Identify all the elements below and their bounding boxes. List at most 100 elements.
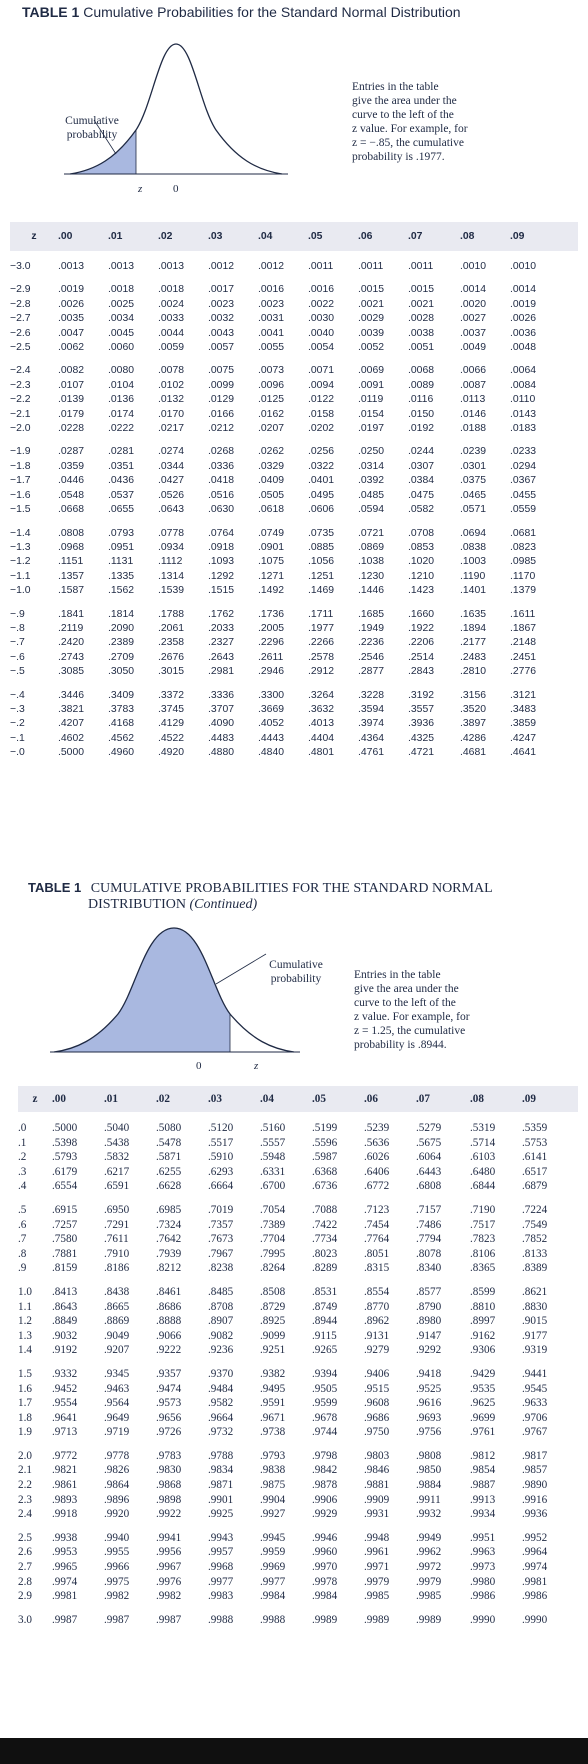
probability-cell: .0080 (108, 365, 135, 377)
z-value: −.6 (10, 651, 25, 663)
probability-cell: .6844 (470, 1180, 496, 1193)
table-row: −.5 .3085 .3050 .3015 .2981 .2946 .2912 .2877 .2… (10, 665, 578, 679)
probability-cell: .8980 (416, 1315, 442, 1328)
probability-cell: .0823 (510, 541, 537, 553)
probability-cell: .7734 (312, 1233, 338, 1246)
probability-cell: .9535 (470, 1382, 496, 1395)
probability-cell: .0017 (208, 284, 235, 296)
probability-cell: .6517 (522, 1165, 548, 1178)
probability-cell: .0222 (108, 423, 135, 435)
probability-cell: .2358 (158, 637, 185, 649)
probability-cell: .5239 (364, 1122, 390, 1134)
z-value: −1.2 (10, 556, 31, 568)
probability-cell: .5398 (52, 1136, 78, 1149)
table-row: 1.5 .9332 .9345 .9357 .9370 .9382 .9394 .9406 .9… (18, 1367, 578, 1382)
probability-cell: .3264 (308, 689, 335, 701)
probability-cell: .1562 (108, 585, 135, 597)
probability-cell: .7580 (52, 1233, 78, 1246)
probability-cell: .9049 (104, 1329, 130, 1342)
probability-cell: .9177 (522, 1329, 548, 1342)
probability-cell: .0016 (308, 284, 335, 296)
probability-cell: .9887 (470, 1479, 496, 1492)
probability-cell: .0119 (358, 394, 384, 406)
probability-cell: .6700 (260, 1180, 286, 1193)
z-value: −.1 (10, 732, 25, 744)
probability-cell: .9207 (104, 1344, 130, 1357)
probability-cell: .3557 (408, 703, 435, 715)
probability-cell: .0054 (308, 342, 335, 354)
probability-cell: .9864 (104, 1479, 130, 1492)
probability-cell: .0582 (408, 504, 435, 516)
probability-cell: .2033 (208, 622, 235, 634)
probability-cell: .7967 (208, 1247, 234, 1260)
table-row: 2.9 .9981 .9982 .9982 .9983 .9984 .9984 .9985 .9… (18, 1589, 578, 1604)
z-value: .7 (18, 1233, 27, 1246)
probability-cell: .9394 (312, 1367, 338, 1380)
table-row: −.6 .2743 .2709 .2676 .2643 .2611 .2578 .2546 .2… (10, 651, 578, 665)
table-row: 1.8 .9641 .9649 .9656 .9664 .9671 .9678 .9686 .9… (18, 1411, 578, 1426)
probability-cell: .9977 (208, 1575, 234, 1588)
probability-cell: .0764 (208, 527, 235, 539)
probability-cell: .0367 (510, 475, 537, 487)
table-row: 2.4 .9918 .9920 .9922 .9925 .9927 .9929 .9931 .9… (18, 1507, 578, 1522)
probability-cell: .0934 (158, 541, 185, 553)
probability-cell: .8577 (416, 1285, 442, 1298)
probability-cell: .9251 (260, 1344, 286, 1357)
probability-cell: .9693 (416, 1411, 442, 1424)
z-value: 2.8 (18, 1575, 32, 1588)
probability-cell: .9868 (156, 1479, 182, 1492)
probability-cell: .9936 (522, 1508, 548, 1521)
probability-cell: .3228 (358, 689, 385, 701)
probability-cell: .8289 (312, 1262, 338, 1275)
probability-cell: .1056 (308, 556, 335, 568)
probability-cell: .0015 (358, 284, 385, 296)
probability-cell: .2005 (258, 622, 285, 634)
probability-cell: .6293 (208, 1165, 234, 1178)
probability-cell: .9292 (416, 1344, 442, 1357)
probability-cell: .9965 (52, 1561, 78, 1574)
z-value: −1.8 (10, 460, 31, 472)
table-row: −2.8 .0026 .0025 .0024 .0023 .0023 .0022 .0021.… (10, 298, 578, 312)
z-value: −.5 (10, 666, 25, 678)
z-value: 2.6 (18, 1546, 32, 1559)
probability-cell: .6141 (522, 1151, 548, 1164)
table-row: .2 .5793 .5832 .5871 .5910 .5948 .5987 .6026 .60… (18, 1150, 578, 1165)
table2-normal-curve: 0 z (50, 927, 300, 1072)
probability-cell: .0068 (408, 365, 435, 377)
probability-cell: .9793 (260, 1449, 286, 1462)
probability-cell: .6480 (470, 1165, 496, 1178)
z-value: −.7 (10, 637, 25, 649)
table-row: −.2 .4207 .4168 .4129 .4090 .4052 .4013 .3974 .3… (10, 717, 578, 731)
probability-cell: .1611 (510, 608, 536, 620)
probability-cell: .8315 (364, 1262, 390, 1275)
probability-cell: .0146 (460, 408, 487, 420)
probability-cell: .1660 (408, 608, 435, 620)
probability-cell: .8944 (312, 1315, 338, 1328)
table2-grid: z .00 .01 .02 .03 .04 .05 .06 .07 .08 .09 .0 .5000 .5… (18, 1086, 578, 1627)
table1-col-header: .07 (408, 231, 423, 242)
probability-cell: .9967 (156, 1561, 182, 1574)
probability-cell: .6554 (52, 1180, 78, 1193)
table-row: −.8 .2119 .2090 .2061 .2033 .2005 .1977 .1949 .1… (10, 622, 578, 636)
probability-cell: .5359 (522, 1122, 548, 1134)
table1-col-header: .04 (258, 231, 273, 242)
table-row: .7 .7580 .7611 .7642 .7673 .7704 .7734 .7764 .77… (18, 1232, 578, 1247)
probability-cell: .0024 (158, 298, 185, 310)
probability-cell: .0013 (108, 261, 135, 272)
probability-cell: .2389 (108, 637, 135, 649)
probability-cell: .3783 (108, 703, 135, 715)
probability-cell: .0084 (510, 379, 537, 391)
probability-cell: .7673 (208, 1233, 234, 1246)
probability-cell: .0294 (510, 460, 537, 472)
probability-cell: .3974 (358, 718, 385, 730)
z-value: 1.7 (18, 1397, 32, 1410)
probability-cell: .9916 (522, 1493, 548, 1506)
probability-cell: .9987 (52, 1613, 78, 1626)
z-value: .2 (18, 1151, 27, 1164)
probability-cell: .9989 (416, 1613, 442, 1626)
z-value: −.2 (10, 718, 25, 730)
z-value: 2.5 (18, 1531, 32, 1544)
probability-cell: .0062 (58, 342, 85, 354)
table1-title: TABLE 1 Cumulative Probabilities for the… (22, 4, 461, 20)
probability-cell: .9884 (416, 1479, 442, 1492)
